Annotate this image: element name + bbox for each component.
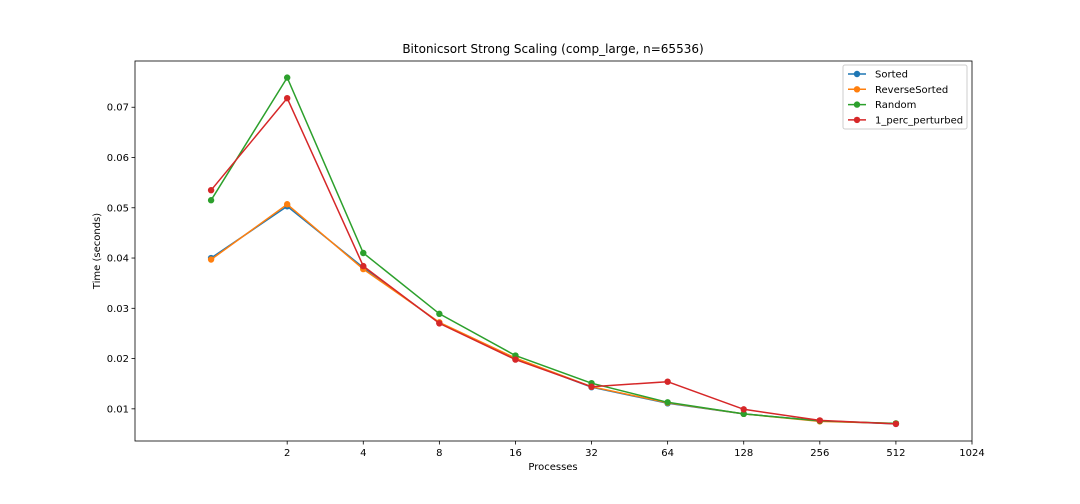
x-tick-label: 64 [661, 448, 674, 459]
y-tick-label: 0.01 [107, 404, 129, 415]
series-sorted [207, 203, 900, 428]
data-point [283, 201, 291, 208]
legend-label: Sorted [875, 70, 908, 81]
data-point [207, 256, 215, 263]
x-axis: 2 4 8 16 32 64 128 256 512 1024 [284, 441, 985, 459]
legend-item: Random [848, 100, 916, 111]
data-point [360, 249, 367, 257]
x-tick-label: 256 [810, 448, 829, 459]
data-point [664, 399, 671, 406]
series-layer [207, 74, 900, 428]
y-axis: 0.01 0.02 0.03 0.04 0.05 0.06 0.07 [107, 103, 135, 415]
legend-marker [853, 70, 861, 78]
data-point [207, 197, 215, 204]
y-tick-label: 0.02 [107, 354, 129, 365]
legend-item: Sorted [848, 70, 908, 81]
y-axis-label: Time (seconds) [92, 213, 103, 290]
data-point [283, 74, 291, 81]
legend-label: 1_perc_perturbed [875, 115, 963, 126]
data-point [436, 310, 443, 318]
chart-title: Bitonicsort Strong Scaling (comp_large, … [402, 42, 703, 56]
data-point [816, 417, 824, 424]
x-tick-label: 512 [886, 448, 905, 459]
legend-marker [853, 101, 861, 108]
x-tick-label: 1024 [959, 448, 984, 459]
x-tick-label: 128 [734, 448, 753, 459]
legend-label: Random [875, 100, 916, 111]
x-tick-label: 4 [360, 448, 366, 459]
legend-item: 1_perc_perturbed [848, 115, 963, 126]
y-tick-label: 0.05 [107, 203, 129, 214]
x-tick-label: 8 [436, 448, 442, 459]
data-point [740, 410, 747, 418]
series-line [210, 96, 896, 425]
y-tick-label: 0.06 [107, 153, 129, 164]
x-tick-label: 2 [284, 448, 290, 459]
data-point [360, 262, 367, 270]
x-tick-label: 16 [509, 448, 522, 459]
x-tick-label: 32 [585, 448, 598, 459]
legend-marker [853, 86, 861, 93]
data-point [436, 320, 443, 327]
plot-area [134, 60, 973, 442]
data-point [892, 420, 900, 428]
series-1-perc-perturbed [207, 94, 900, 428]
data-point [283, 94, 291, 102]
data-point [207, 186, 215, 194]
plot-frame [134, 60, 973, 442]
data-point [664, 378, 671, 385]
y-tick-label: 0.03 [107, 304, 129, 315]
legend-item: ReverseSorted [848, 85, 948, 96]
data-point [512, 356, 519, 363]
y-tick-label: 0.04 [107, 254, 129, 265]
legend-marker [853, 116, 861, 124]
legend-box [842, 64, 968, 130]
series-line [210, 203, 896, 425]
data-point [588, 383, 595, 390]
series-line [210, 75, 896, 425]
series-line [210, 205, 896, 425]
x-axis-label: Processes [528, 462, 577, 473]
data-point [740, 406, 747, 413]
y-tick-label: 0.07 [107, 103, 129, 114]
series-reversesorted [207, 201, 900, 427]
legend-label: ReverseSorted [875, 85, 948, 96]
legend: Sorted ReverseSorted Random 1_perc_perturbe… [842, 64, 968, 130]
